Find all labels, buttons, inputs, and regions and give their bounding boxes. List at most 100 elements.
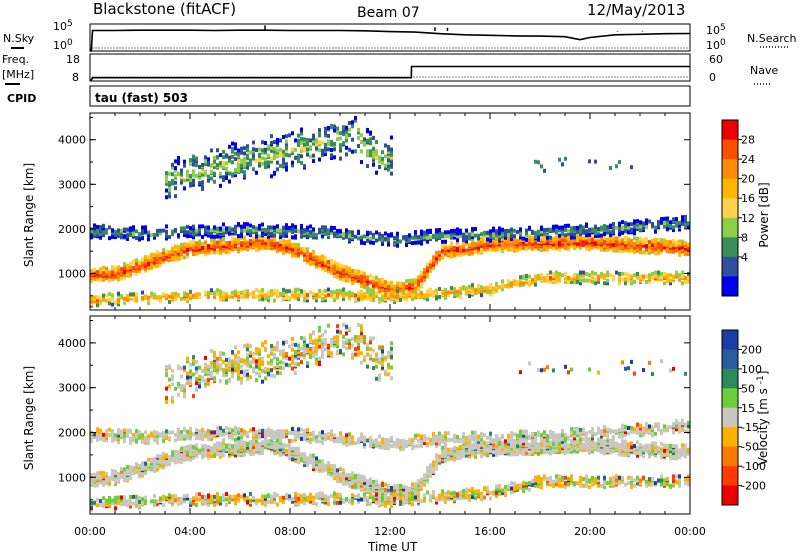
heatmap-cell	[486, 237, 489, 242]
heatmap-cell	[660, 238, 663, 243]
heatmap-cell	[294, 342, 297, 347]
heatmap-cell	[387, 144, 390, 149]
heatmap-cell	[147, 434, 150, 439]
heatmap-cell	[525, 228, 528, 233]
heatmap-cell	[234, 173, 237, 178]
heatmap-cell	[231, 436, 234, 441]
heatmap-cell	[345, 145, 348, 150]
heatmap-cell	[561, 273, 564, 278]
heatmap-cell	[201, 431, 204, 436]
heatmap-cell	[255, 378, 258, 383]
heatmap-cell	[168, 250, 171, 255]
heatmap-cell	[183, 499, 186, 504]
heatmap-cell	[318, 439, 321, 444]
heatmap-cell	[288, 344, 291, 349]
heatmap-cell	[528, 234, 531, 239]
heatmap-cell	[222, 438, 225, 443]
freq-left-tick-top: 18	[66, 53, 80, 66]
heatmap-cell	[216, 360, 219, 365]
heatmap-cell	[219, 239, 222, 244]
heatmap-cell	[273, 352, 276, 357]
heatmap-cell	[117, 231, 120, 236]
heatmap-cell	[222, 244, 225, 249]
heatmap-cell	[204, 162, 207, 167]
heatmap-cell	[204, 249, 207, 254]
heatmap-cell	[636, 223, 639, 228]
heatmap-cell	[168, 384, 171, 389]
heatmap-cell	[177, 155, 180, 160]
heatmap-cell	[543, 243, 546, 248]
heatmap-cell	[207, 367, 210, 372]
colorbar-swatch	[722, 198, 738, 219]
heatmap-cell	[570, 277, 573, 282]
heatmap-cell	[444, 248, 447, 253]
heatmap-cell	[453, 292, 456, 297]
heatmap-cell	[129, 233, 132, 238]
heatmap-cell	[264, 157, 267, 162]
heatmap-cell	[618, 236, 621, 241]
heatmap-cell	[324, 288, 327, 293]
heatmap-cell	[210, 288, 213, 293]
heatmap-cell	[258, 357, 261, 362]
heatmap-cell	[255, 170, 258, 175]
heatmap-cell	[180, 296, 183, 301]
heatmap-cell	[597, 227, 600, 232]
heatmap-cell	[168, 190, 171, 195]
heatmap-cell	[249, 450, 252, 455]
heatmap-cell	[165, 461, 168, 466]
heatmap-cell	[369, 130, 372, 135]
heatmap-cell	[420, 229, 423, 234]
heatmap-cell	[483, 238, 486, 243]
heatmap-cell	[579, 235, 582, 240]
heatmap-cell	[105, 438, 108, 443]
heatmap-cell	[171, 297, 174, 302]
colorbar-tick-label: 24	[741, 153, 755, 166]
heatmap-cell	[258, 158, 261, 163]
heatmap-cell	[237, 148, 240, 153]
colorbar-frame	[721, 119, 739, 297]
heatmap-cell	[273, 491, 276, 496]
heatmap-cell	[372, 276, 375, 281]
heatmap-cell	[195, 359, 198, 364]
heatmap-cell	[450, 228, 453, 233]
heatmap-cell	[210, 348, 213, 353]
heatmap-cell	[192, 169, 195, 174]
heatmap-cell	[165, 434, 168, 439]
heatmap-cell	[102, 223, 105, 228]
heatmap-cell	[267, 290, 270, 295]
heatmap-cell	[150, 252, 153, 257]
heatmap-cell	[588, 246, 591, 251]
heatmap-cell	[234, 501, 237, 506]
heatmap-cell	[204, 372, 207, 377]
heatmap-cell	[192, 231, 195, 236]
heatmap-cell	[384, 143, 387, 148]
heatmap-cell	[162, 451, 165, 456]
heatmap-cell	[417, 292, 420, 297]
heatmap-cell	[399, 239, 402, 244]
heatmap-cell	[120, 235, 123, 240]
heatmap-cell	[330, 142, 333, 147]
heatmap-cell	[360, 270, 363, 275]
heatmap-cell	[270, 159, 273, 164]
heatmap-cell	[210, 498, 213, 503]
heatmap-cell	[204, 245, 207, 250]
heatmap-cell	[363, 141, 366, 146]
heatmap-cell	[96, 427, 99, 432]
heatmap-cell	[177, 159, 180, 164]
heatmap-cell	[183, 226, 186, 231]
heatmap-cell	[171, 368, 174, 373]
heatmap-cell	[330, 147, 333, 152]
heatmap-cell	[588, 273, 591, 278]
heatmap-cell	[108, 499, 111, 504]
heatmap-cell	[231, 227, 234, 232]
heatmap-cell	[243, 222, 246, 227]
heatmap-cell	[117, 471, 120, 476]
heatmap-cell	[543, 275, 546, 280]
heatmap-cell	[258, 366, 261, 371]
heatmap-cell	[441, 239, 444, 244]
heatmap-cell	[162, 463, 165, 468]
heatmap-cell	[279, 228, 282, 233]
heatmap-cell	[201, 172, 204, 177]
heatmap-cell	[669, 281, 672, 286]
heatmap-cell	[201, 235, 204, 240]
